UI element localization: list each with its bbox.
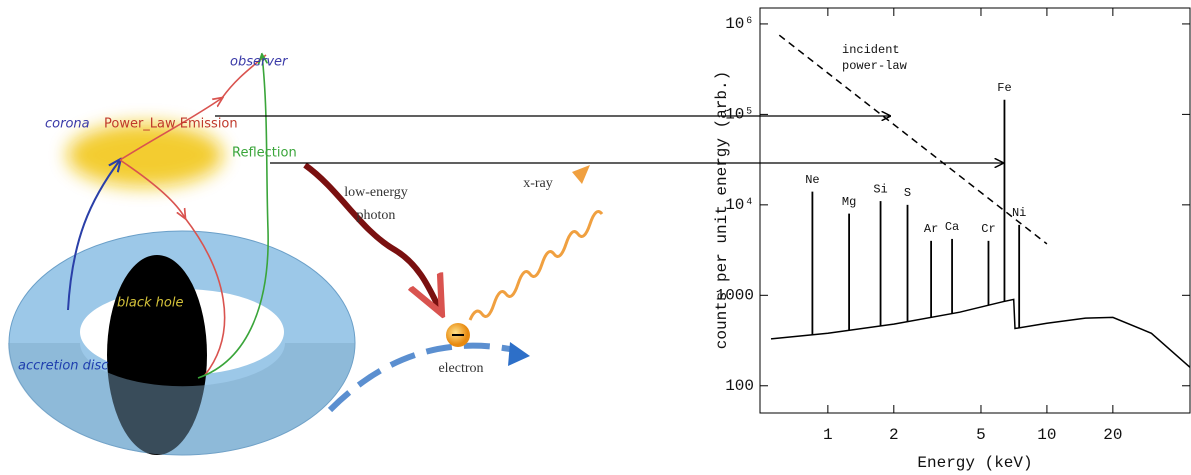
electron-path [330,346,515,410]
annotation: incident [842,43,900,57]
x-tick-label: 5 [976,426,986,444]
x-tick-label: 10 [1037,426,1056,444]
plot-frame [760,8,1190,413]
y-tick-label: 1000 [716,287,754,305]
label: observer [230,55,289,70]
electron-path-head [508,342,530,366]
page: observer corona Power_Law Emission Refle… [0,0,1191,475]
label: electron [438,361,483,376]
label: black hole [117,296,183,311]
y-tick-label: 100 [725,377,754,395]
label: Power_Law Emission [104,117,238,132]
label: corona [45,117,90,132]
line-label: Fe [997,81,1011,95]
y-tick-label: 10⁶ [725,15,754,33]
power-law-line [779,35,1047,244]
label: accretion disc [18,359,108,374]
xray-head [572,165,590,184]
chart: Energy (keV) counts per unit energy (arb… [713,8,1190,472]
line-label: Ni [1012,206,1026,220]
line-label: Ca [945,220,959,234]
annotation: power-law [842,59,908,73]
line-label: Si [873,182,887,196]
x-tick-label: 20 [1103,426,1122,444]
continuum-line [771,299,1190,367]
y-tick-label: 10⁵ [725,106,754,124]
figure: observer corona Power_Law Emission Refle… [0,0,1191,475]
label: Reflection [232,146,297,161]
line-label: Ar [924,222,938,236]
line-label: S [904,186,911,200]
line-label: Mg [842,195,856,209]
xray-wave [470,212,602,320]
x-tick-label: 1 [823,426,833,444]
diagram: observer corona Power_Law Emission Refle… [8,55,1003,456]
y-tick-label: 10⁴ [725,196,754,214]
line-label: Ne [805,173,819,187]
label: photon [357,208,396,223]
label: x-ray [523,176,553,191]
label: low-energy [344,185,408,200]
x-axis-title: Energy (keV) [917,454,1032,472]
line-label: Cr [981,222,995,236]
x-tick-label: 2 [889,426,899,444]
